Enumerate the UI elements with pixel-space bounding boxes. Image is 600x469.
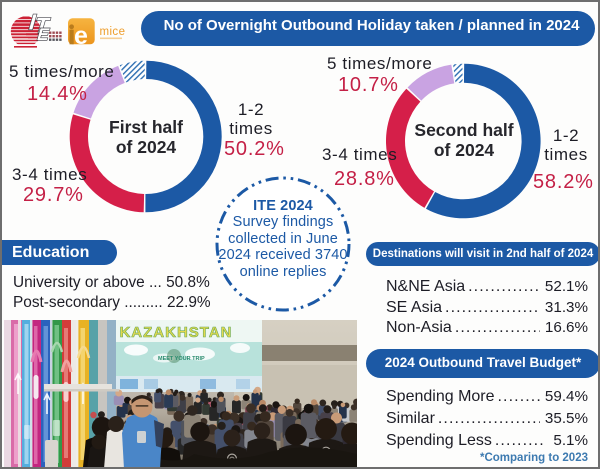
svg-text:mice: mice bbox=[100, 26, 126, 38]
svg-text:MEET YOUR TRIP: MEET YOUR TRIP bbox=[158, 356, 205, 362]
svg-text:e: e bbox=[74, 22, 88, 50]
svg-text:KAZAKHSTAN: KAZAKHSTAN bbox=[119, 324, 232, 341]
